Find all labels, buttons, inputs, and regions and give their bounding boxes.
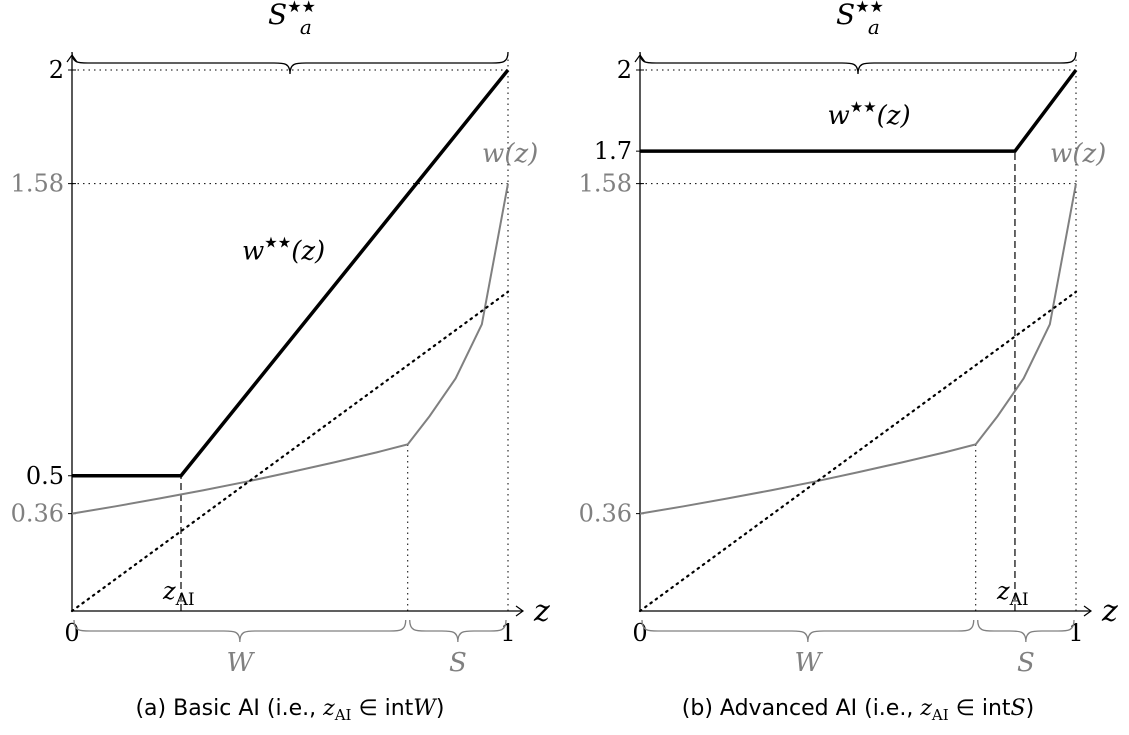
z-ai-label: zAI <box>162 577 195 610</box>
series-w-star-star-line <box>640 68 1078 153</box>
bottom-brace-label: S <box>1017 648 1035 678</box>
x-axis-arrow <box>1083 605 1093 617</box>
y-tick-label: 1.58 <box>579 170 632 198</box>
chart-panel-a: zAI z 0 1 2 1.58 0.5 0.36 w★★(z) w(z) S★★ a W S(a) Ba… <box>11 0 550 724</box>
y-tick-label: 0.5 <box>26 462 64 490</box>
x-tick-label: 0 <box>632 619 647 647</box>
series-w-star-star-label: w★★(z) <box>827 98 910 131</box>
top-brace <box>639 51 1077 75</box>
chart-panel-b: zAI z 0 1 2 1.7 1.58 0.36 w★★(z) w(z) S★★ a W S (b) Ad… <box>579 0 1118 724</box>
series-w-star-star-label: w★★(z) <box>242 233 325 266</box>
bottom-brace <box>73 619 407 643</box>
series-w-line <box>639 183 1077 515</box>
top-brace-label: S★★ a <box>836 0 884 39</box>
bottom-brace-label: W <box>226 648 255 678</box>
y-tick-label: 1.58 <box>11 170 64 198</box>
top-brace <box>71 51 509 75</box>
x-axis-arrow <box>515 605 525 617</box>
panel-caption: (a) Basic AI (i.e., zAI ∈ intW) <box>135 696 444 724</box>
y-tick-label: 2 <box>617 56 632 84</box>
series-45-degree-line <box>638 290 1078 613</box>
z-ai-label: zAI <box>996 577 1029 610</box>
series-45-degree-line <box>70 290 510 613</box>
x-axis-label: z <box>1101 594 1118 629</box>
y-tick-label: 2 <box>49 56 64 84</box>
y-tick-label: 0.36 <box>579 500 632 528</box>
x-tick-label: 1 <box>1068 619 1083 647</box>
panel-caption: (b) Advanced AI (i.e., zAI ∈ intS) <box>682 696 1034 724</box>
y-tick-label: 1.7 <box>594 137 632 165</box>
series-w-label: w(z) <box>482 139 538 169</box>
bottom-brace <box>641 619 975 643</box>
bottom-brace <box>409 619 507 643</box>
x-tick-label: 1 <box>500 619 515 647</box>
y-tick-label: 0.36 <box>11 500 64 528</box>
x-tick-label: 0 <box>64 619 79 647</box>
bottom-brace <box>977 619 1075 643</box>
series-w-label: w(z) <box>1050 139 1106 169</box>
bottom-brace-label: S <box>449 648 467 678</box>
bottom-brace-label: W <box>794 648 823 678</box>
series-w-line <box>71 183 509 515</box>
x-axis-label: z <box>533 594 550 629</box>
series-w-star-star-line <box>72 68 510 478</box>
top-brace-label: S★★ a <box>268 0 316 39</box>
